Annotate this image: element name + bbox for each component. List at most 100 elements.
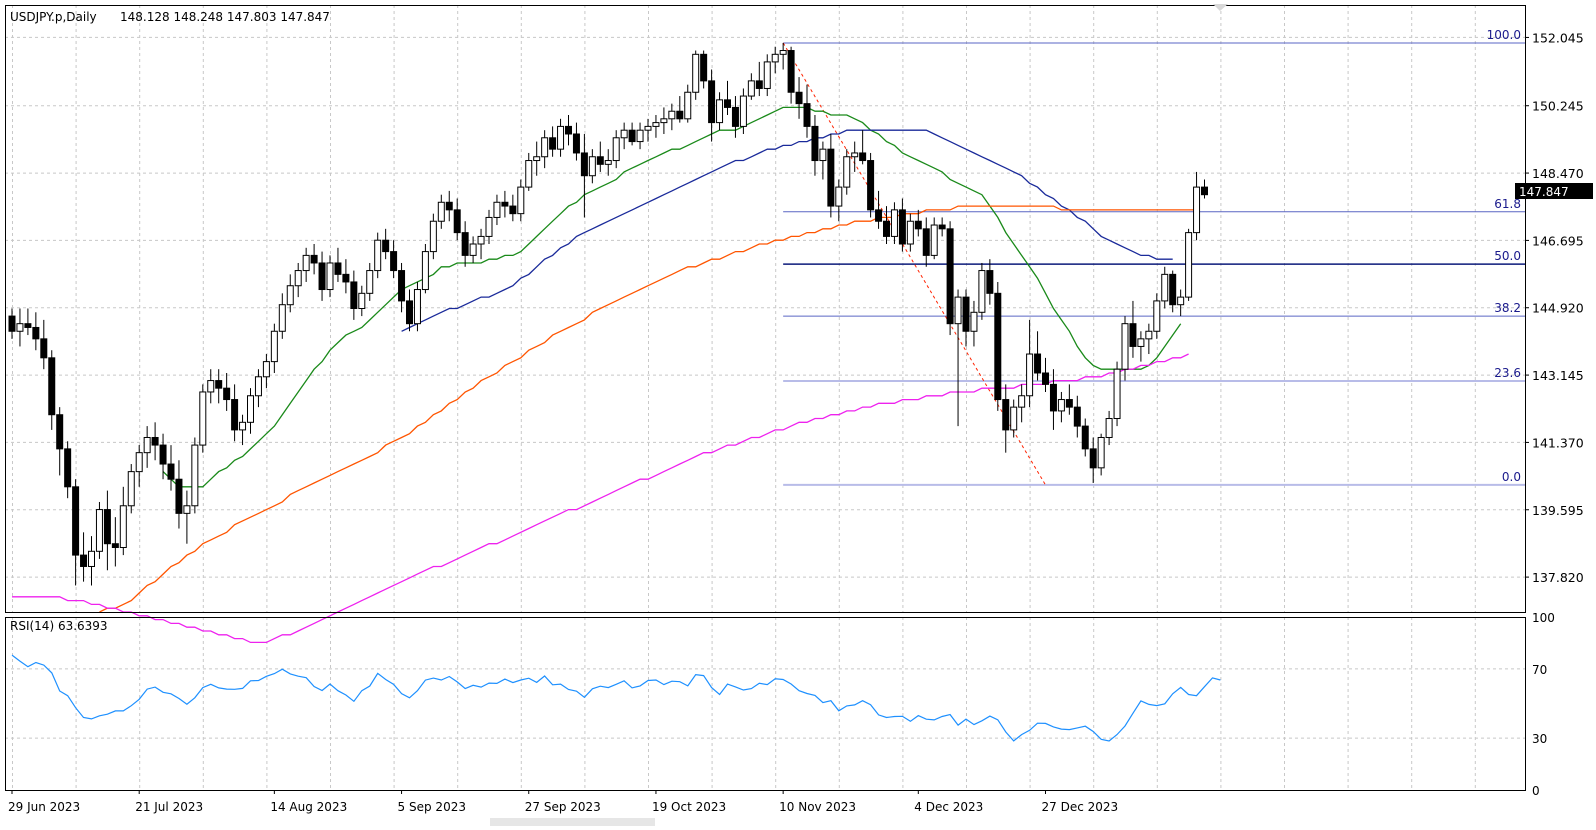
candle-body-bear xyxy=(1042,372,1049,385)
candle xyxy=(310,244,318,275)
price-tick-label: 148.470 xyxy=(1532,166,1584,181)
candle xyxy=(1105,410,1113,446)
ma-line xyxy=(401,129,1173,332)
candle xyxy=(843,149,851,195)
price-tick-label: 137.820 xyxy=(1532,570,1584,585)
candle xyxy=(286,274,294,313)
candle xyxy=(588,149,596,184)
candle xyxy=(962,289,970,347)
candle xyxy=(596,141,604,172)
candle-body-bull xyxy=(485,216,493,237)
candle-body-bull xyxy=(835,186,843,207)
candle-body-bear xyxy=(111,543,119,549)
rsi-panel-frame xyxy=(5,617,1526,791)
candle xyxy=(986,259,994,305)
price-tick-label: 150.245 xyxy=(1532,99,1584,114)
candle xyxy=(771,46,779,74)
candle xyxy=(477,228,485,260)
candle xyxy=(48,350,56,430)
candle xyxy=(231,384,239,442)
candle xyxy=(938,217,946,237)
candle-body-bear xyxy=(572,133,580,154)
candle-body-bull xyxy=(1097,436,1105,469)
candle-body-bear xyxy=(811,125,819,162)
candle xyxy=(612,130,620,169)
candle-body-bull xyxy=(127,471,135,507)
candle-body-bull xyxy=(207,380,215,393)
ohlc-header: 148.128 148.248 147.803 147.847 xyxy=(120,10,330,24)
candle-body-bear xyxy=(32,326,40,340)
candle xyxy=(8,308,16,339)
date-label: 19 Oct 2023 xyxy=(652,800,726,814)
candle xyxy=(199,384,207,453)
candle xyxy=(851,141,859,172)
fib-level-label: 38.2 xyxy=(1494,301,1521,315)
candle-body-bull xyxy=(636,129,644,143)
candle xyxy=(1185,228,1193,301)
candle xyxy=(80,532,88,582)
candle-body-bull xyxy=(1113,368,1121,420)
candle-body-bear xyxy=(223,387,231,401)
candle-body-bull xyxy=(851,152,859,158)
candle xyxy=(883,206,890,245)
candle-body-bull xyxy=(239,421,247,431)
candle xyxy=(1137,331,1145,362)
candle-body-bull xyxy=(143,436,151,454)
candle xyxy=(143,426,151,468)
candle-body-bull xyxy=(604,160,612,165)
candle-body-bear xyxy=(938,224,946,230)
candle xyxy=(819,141,827,180)
candle xyxy=(175,460,183,529)
candle xyxy=(1010,399,1018,438)
candle-body-bull xyxy=(183,505,191,514)
candle xyxy=(24,308,32,336)
candle-body-bull xyxy=(930,224,938,256)
candle-body-bear xyxy=(72,486,80,556)
candle-body-bull xyxy=(302,254,310,272)
candle xyxy=(692,50,700,100)
candle-body-bear xyxy=(318,262,326,291)
candle xyxy=(1121,316,1129,381)
candle-body-bear xyxy=(580,152,588,177)
candle xyxy=(708,69,716,142)
candle-body-bull xyxy=(493,201,501,218)
date-label: 27 Sep 2023 xyxy=(525,800,601,814)
candle-body-bear xyxy=(159,444,167,465)
candle xyxy=(946,221,954,336)
date-label: 21 Jul 2023 xyxy=(135,800,203,814)
candle-body-bull xyxy=(668,110,676,120)
current-price-label: 147.847 xyxy=(1519,185,1569,199)
candle-body-bear xyxy=(827,148,835,207)
candle xyxy=(811,115,819,176)
ma-line xyxy=(12,353,1189,644)
candle xyxy=(1002,384,1010,453)
price-tick-label: 146.695 xyxy=(1532,233,1584,248)
candle xyxy=(525,152,533,191)
rsi-tick-label: 0 xyxy=(1532,784,1540,798)
candle-body-bear xyxy=(1049,383,1057,412)
candle-body-bull xyxy=(1137,338,1145,347)
candle xyxy=(350,270,358,320)
candle xyxy=(111,517,119,567)
candle-body-bear xyxy=(231,399,239,431)
candle xyxy=(429,213,437,260)
candle xyxy=(215,369,223,404)
candle xyxy=(565,115,572,146)
candle xyxy=(1073,395,1081,438)
candle xyxy=(278,293,286,339)
candle-body-bear xyxy=(1201,186,1208,196)
candle-body-bear xyxy=(445,201,453,211)
candle xyxy=(835,179,843,222)
fib-level-label: 0.0 xyxy=(1502,470,1521,484)
candle-body-bear xyxy=(994,292,1002,401)
candle xyxy=(183,490,191,544)
candle-body-bull xyxy=(88,550,95,567)
candle-body-bull xyxy=(906,220,914,245)
candle xyxy=(223,372,231,411)
candle xyxy=(294,262,302,298)
candle-body-bull xyxy=(970,311,978,332)
candle xyxy=(1034,331,1042,381)
candle-body-bull xyxy=(262,361,270,378)
candle-body-bear xyxy=(565,125,572,135)
candle xyxy=(795,77,803,119)
